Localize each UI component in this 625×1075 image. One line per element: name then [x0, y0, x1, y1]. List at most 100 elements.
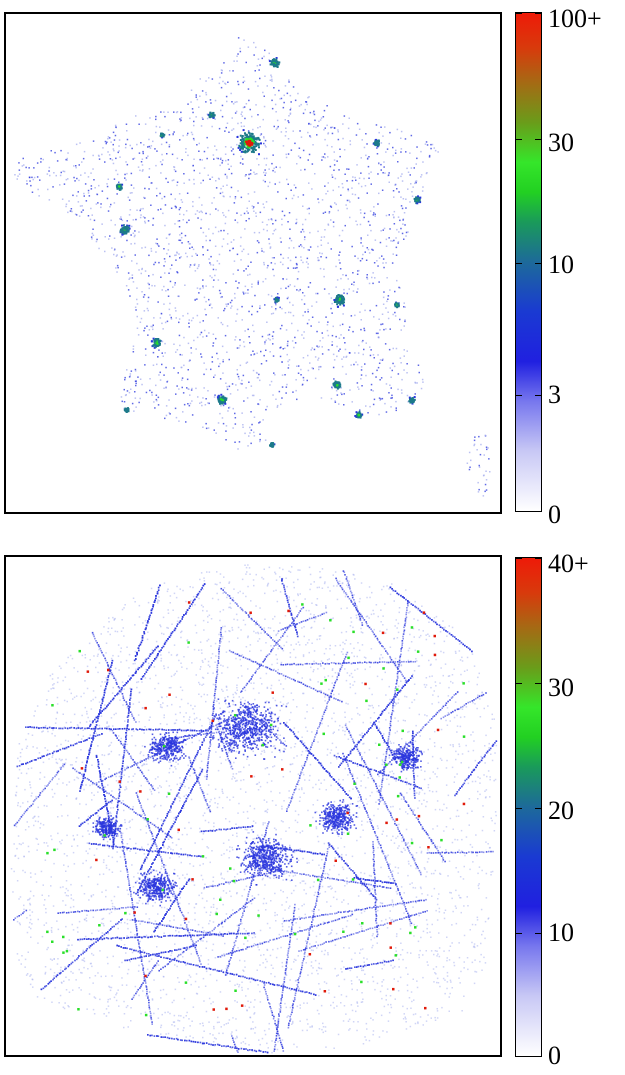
density-cell	[267, 218, 270, 221]
density-cell	[174, 672, 176, 675]
density-cell	[108, 137, 111, 139]
density-cell	[147, 601, 150, 604]
density-cell	[171, 842, 174, 844]
density-cell	[325, 193, 327, 195]
density-cell	[371, 372, 374, 375]
density-cell	[289, 848, 291, 850]
density-cell	[205, 314, 207, 316]
density-cell	[202, 677, 205, 679]
density-cell	[76, 195, 78, 197]
density-cell	[303, 230, 305, 233]
density-cell	[241, 986, 243, 989]
density-cell	[138, 269, 140, 271]
density-cell	[258, 373, 260, 376]
density-cell	[448, 949, 450, 952]
density-cell	[339, 251, 341, 253]
density-cell	[402, 958, 404, 961]
density-cell	[240, 146, 243, 149]
density-cell	[172, 286, 174, 288]
density-cell	[323, 275, 325, 278]
density-cell	[321, 332, 323, 334]
density-cell	[144, 677, 147, 679]
density-cell	[301, 245, 303, 248]
density-cell	[211, 276, 213, 279]
density-cell	[221, 790, 224, 793]
density-cell	[99, 950, 101, 952]
density-cell	[195, 96, 197, 98]
density-cell	[311, 347, 313, 349]
density-cell	[295, 379, 297, 381]
density-cell	[286, 297, 289, 300]
density-cell	[141, 164, 144, 166]
density-cell	[313, 126, 315, 128]
density-cell	[194, 270, 197, 272]
density-cell	[136, 298, 138, 301]
density-cell	[314, 377, 317, 380]
density-cell	[395, 246, 398, 249]
density-cell	[415, 180, 418, 182]
density-cell	[144, 222, 147, 224]
density-cell	[333, 159, 336, 161]
density-cell	[127, 289, 130, 291]
density-cell	[107, 679, 110, 681]
density-cell	[258, 164, 260, 166]
density-cell	[341, 853, 343, 856]
density-cell	[285, 131, 287, 133]
density-cell	[122, 251, 124, 253]
density-cell	[224, 307, 226, 310]
density-cell	[303, 331, 305, 333]
density-cell	[305, 726, 307, 729]
density-cell	[385, 245, 388, 247]
density-cell	[232, 153, 235, 156]
density-cell	[289, 311, 292, 314]
density-cell	[149, 1015, 151, 1017]
density-cell	[378, 318, 380, 320]
density-cell	[152, 328, 154, 331]
density-cell	[82, 949, 84, 952]
density-cell	[263, 55, 265, 58]
density-cell	[256, 372, 258, 374]
density-cell	[418, 954, 420, 956]
density-cell	[17, 802, 19, 804]
density-cell	[290, 968, 293, 970]
density-cell	[294, 743, 297, 745]
density-cell	[455, 758, 457, 761]
density-cell	[424, 714, 426, 716]
density-cell	[264, 341, 266, 343]
density-cell	[229, 630, 231, 633]
density-cell	[271, 445, 274, 448]
density-cell	[218, 262, 221, 265]
density-cell	[213, 376, 215, 378]
density-cell	[311, 642, 313, 644]
density-cell	[211, 78, 214, 80]
density-cell	[223, 214, 225, 217]
density-cell	[477, 694, 479, 696]
density-cell	[185, 252, 187, 255]
density-cell	[158, 600, 160, 602]
density-cell	[244, 228, 246, 230]
density-cell	[354, 415, 357, 417]
density-cell	[174, 170, 177, 173]
density-cell	[333, 169, 335, 171]
density-cell	[425, 684, 428, 686]
density-cell	[253, 142, 256, 145]
density-cell	[357, 796, 360, 799]
density-cell	[242, 129, 245, 132]
density-cell	[342, 123, 344, 125]
density-cell	[141, 268, 143, 271]
density-cell	[92, 154, 94, 157]
density-cell	[171, 1001, 174, 1004]
density-cell	[154, 261, 157, 264]
density-cell	[163, 285, 165, 288]
density-cell	[138, 964, 140, 967]
density-cell	[276, 662, 279, 664]
density-cell	[292, 1022, 294, 1024]
density-cell	[230, 1047, 233, 1049]
density-cell	[271, 80, 273, 82]
density-cell	[460, 911, 462, 914]
density-cell	[181, 354, 183, 356]
density-cell	[410, 400, 413, 403]
density-cell	[326, 124, 328, 127]
density-cell	[164, 1011, 166, 1014]
density-cell	[360, 212, 362, 214]
